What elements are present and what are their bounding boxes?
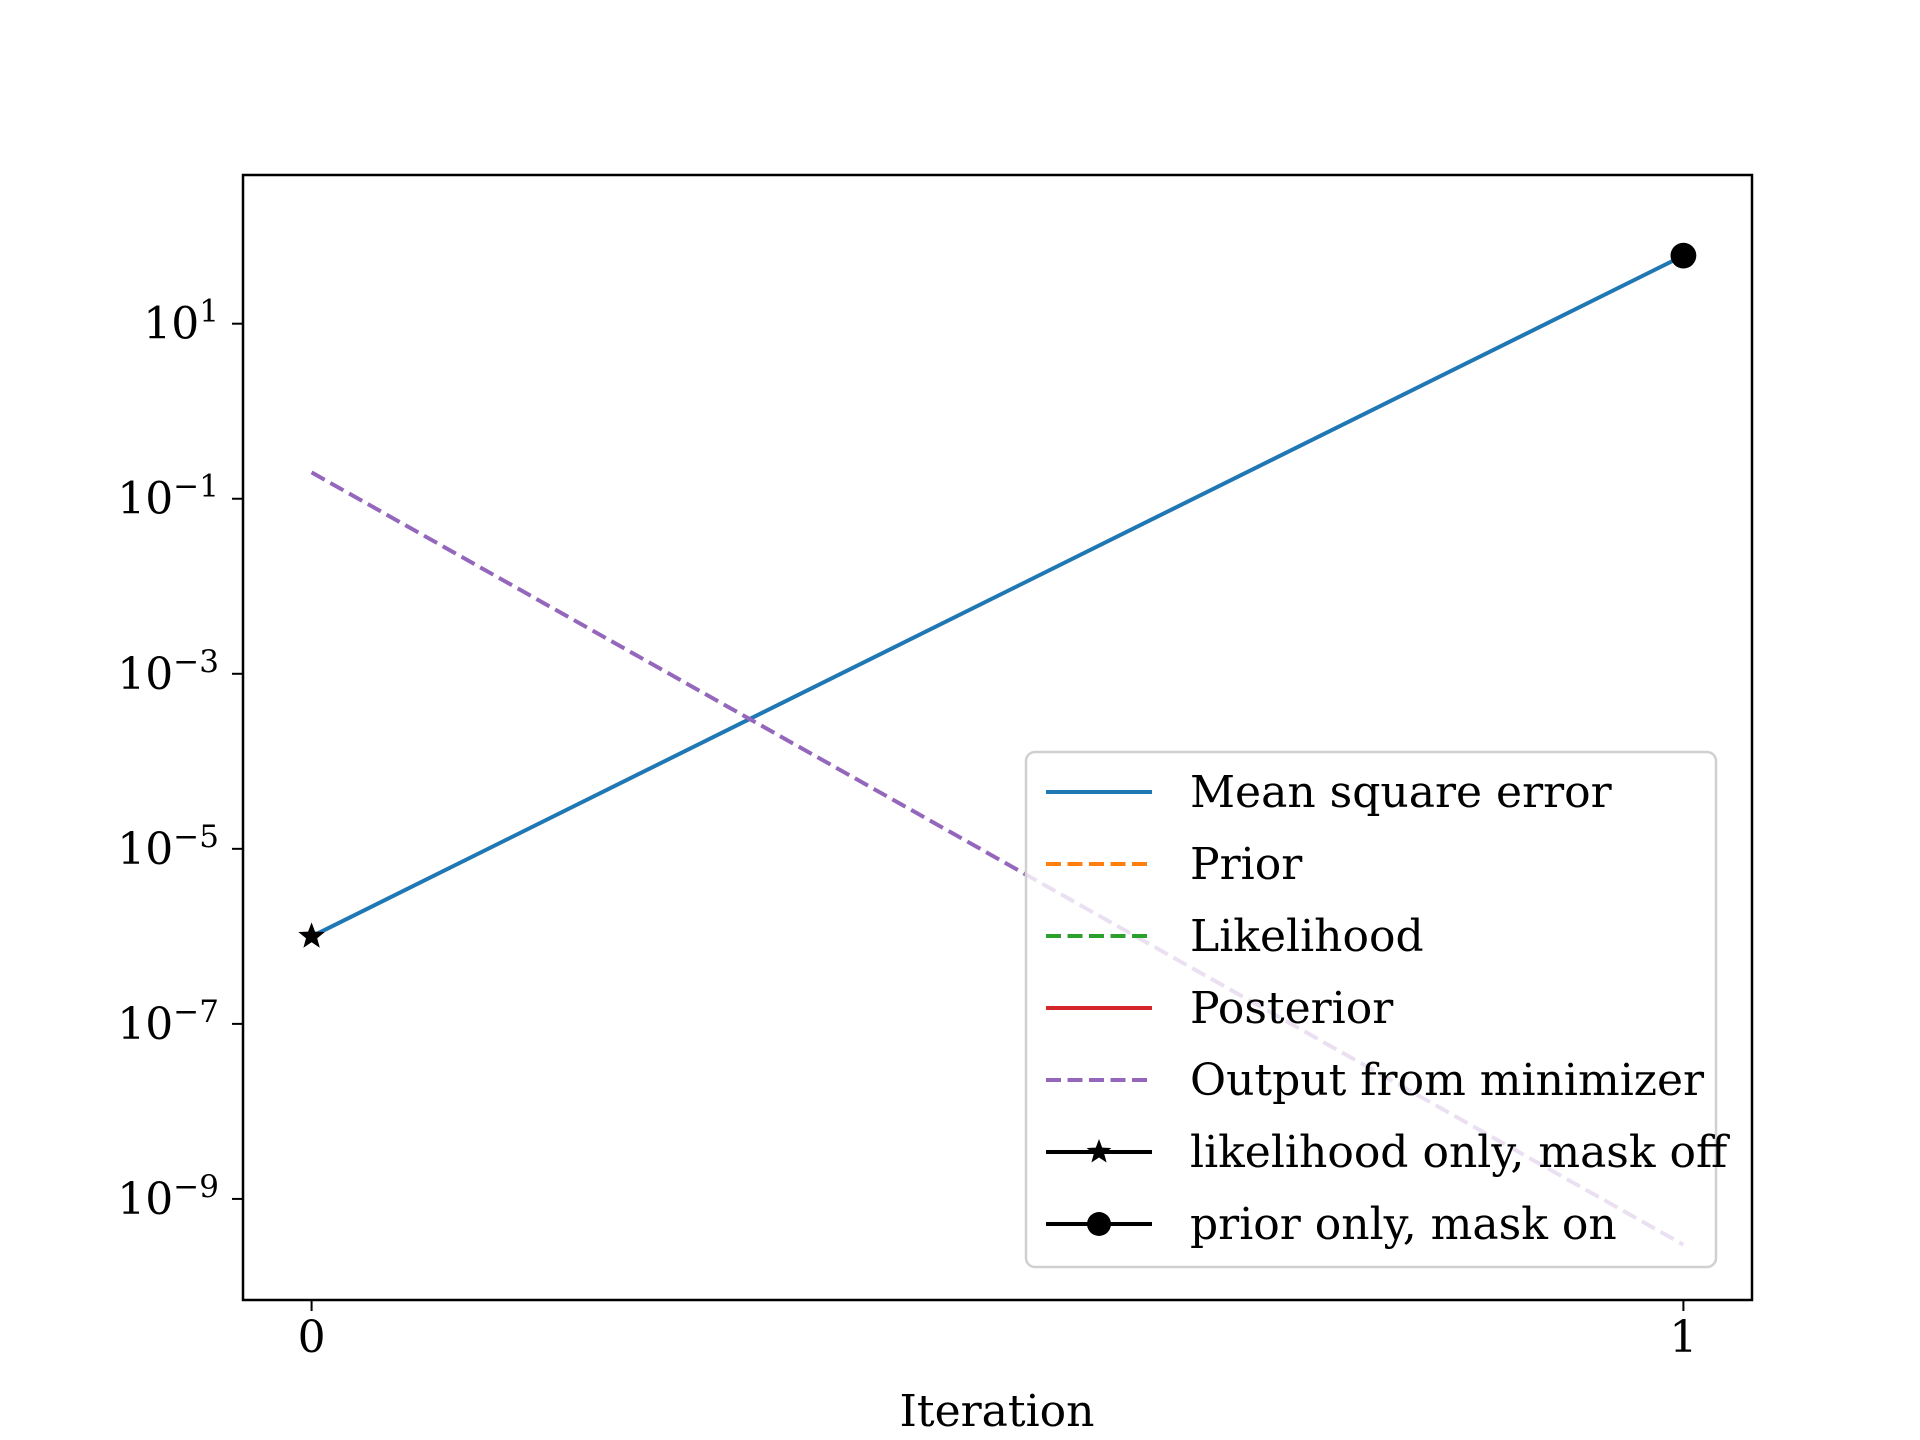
legend: Mean square error Prior Likelihood Posterio… bbox=[1024, 750, 1730, 1269]
y-tick-label-exponent: −3 bbox=[173, 644, 219, 680]
y-tick-label-exponent: −7 bbox=[173, 994, 219, 1030]
legend-label-5: likelihood only, mask off bbox=[1190, 1127, 1730, 1178]
legend-label-3: Posterior bbox=[1190, 983, 1394, 1034]
y-tick-label-base: 10 bbox=[117, 999, 173, 1050]
y-tick-label-base: 10 bbox=[117, 1174, 173, 1225]
legend-marker-6 bbox=[1087, 1212, 1111, 1236]
axes-frame bbox=[241, 173, 1754, 1302]
series-line-0 bbox=[310, 253, 1685, 939]
legend-label-6: prior only, mask on bbox=[1190, 1199, 1617, 1250]
legend-label-4: Output from minimizer bbox=[1190, 1055, 1705, 1106]
y-tick-label-exponent: −9 bbox=[173, 1169, 219, 1205]
legend-marker-5 bbox=[1086, 1139, 1112, 1163]
y-tick-label-3: 10−5 bbox=[117, 819, 219, 875]
y-tick-label-exponent: 1 bbox=[199, 294, 219, 330]
y-tick-label-base: 10 bbox=[143, 299, 199, 350]
x-tick-label-0: 0 bbox=[298, 1312, 326, 1363]
legend-label-2: Likelihood bbox=[1190, 911, 1424, 962]
y-tick-label-base: 10 bbox=[117, 649, 173, 700]
y-tick-label-base: 10 bbox=[117, 824, 173, 875]
y-tick-label-5: 10−9 bbox=[117, 1169, 219, 1225]
legend-box bbox=[1024, 750, 1718, 1269]
y-tick-label-exponent: −1 bbox=[173, 469, 219, 505]
y-tick-label-base: 10 bbox=[117, 474, 173, 525]
x-axis-label: Iteration bbox=[900, 1386, 1095, 1437]
series-marker-5-0 bbox=[298, 922, 325, 948]
y-tick-label-exponent: −5 bbox=[173, 819, 219, 855]
series-marker-6-0 bbox=[1670, 242, 1697, 269]
legend-label-0: Mean square error bbox=[1190, 767, 1613, 818]
y-tick-label-0: 101 bbox=[143, 294, 219, 350]
y-tick-label-2: 10−3 bbox=[117, 644, 219, 700]
y-tick-label-1: 10−1 bbox=[117, 469, 219, 525]
y-tick-label-4: 10−7 bbox=[117, 994, 219, 1050]
x-tick-label-1: 1 bbox=[1669, 1312, 1697, 1363]
legend-label-1: Prior bbox=[1190, 839, 1303, 890]
